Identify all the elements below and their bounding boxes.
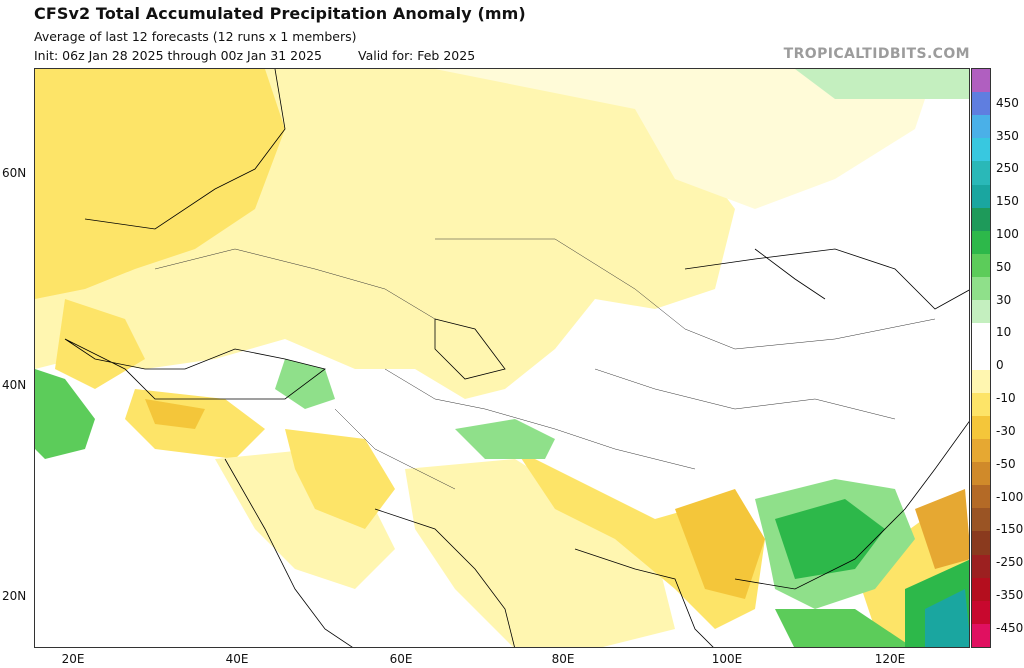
colorbar-swatch [972, 161, 990, 186]
colorbar-label: 450 [996, 95, 1019, 110]
colorbar-swatch [972, 253, 990, 278]
colorbar-label: -250 [996, 555, 1024, 570]
colorbar-swatch [972, 623, 990, 648]
colorbar-swatch [972, 184, 990, 209]
brand-logo: TROPICALTIDBITS.COM [783, 46, 970, 62]
wet-region-south-china-core [775, 499, 885, 579]
wet-region-kashmir [455, 419, 555, 459]
dry-region-taiwan [915, 489, 969, 569]
coastlines [64, 69, 969, 647]
colorbar-swatch [972, 92, 990, 116]
colorbar-label: -100 [996, 489, 1024, 504]
colorbar-swatch [972, 438, 990, 463]
colorbar-swatch [972, 508, 990, 532]
map-fields [35, 69, 969, 647]
dry-region-india [405, 459, 675, 647]
wet-region-east-siberia [795, 69, 969, 99]
colorbar-swatch [972, 554, 990, 579]
colorbar-swatch [972, 392, 990, 417]
valid-text: Valid for: Feb 2025 [357, 48, 476, 63]
wet-region-vietnam [775, 609, 912, 647]
init-text: Init: 06z Jan 28 2025 through 00z Jan 31… [34, 48, 322, 63]
wet-region-philippines-core [925, 589, 969, 647]
colorbar-swatch [972, 485, 990, 509]
colorbar-swatch [972, 300, 990, 324]
lat-tick-60n: 60N [2, 166, 27, 180]
colorbar-label: 10 [996, 325, 1012, 340]
lon-tick-120e: 120E [874, 652, 906, 666]
lon-tick-80e: 80E [551, 652, 575, 666]
colorbar-label: 150 [996, 194, 1019, 209]
colorbar-swatch [972, 369, 990, 394]
map-title: CFSv2 Total Accumulated Precipitation An… [34, 4, 526, 23]
dry-region-himalaya [515, 449, 765, 629]
dry-region-balkans [55, 299, 145, 389]
colorbar-swatch [972, 462, 990, 486]
colorbar-swatch [972, 277, 990, 301]
wet-region-mediterranean [35, 369, 95, 459]
colorbar [971, 68, 991, 648]
colorbar-swatch [972, 577, 990, 602]
map-subtitle: Average of last 12 forecasts (12 runs x … [34, 29, 357, 44]
dry-region-burma [675, 489, 765, 599]
map-init-line: Init: 06z Jan 28 2025 through 00z Jan 31… [34, 48, 475, 63]
colorbar-label: -350 [996, 588, 1024, 603]
colorbar-swatch [972, 600, 990, 625]
lat-tick-40n: 40N [2, 378, 27, 392]
map-panel [34, 68, 970, 648]
colorbar-label: -10 [996, 391, 1016, 406]
colorbar-swatch [972, 323, 990, 347]
colorbar-label: 350 [996, 128, 1019, 143]
colorbar-swatch [972, 531, 990, 555]
colorbar-label: 100 [996, 227, 1019, 241]
dry-region-turkey-core [145, 399, 205, 429]
colorbar-swatch [972, 207, 990, 232]
colorbar-swatch [972, 138, 990, 162]
lon-tick-100e: 100E [711, 652, 743, 666]
lat-tick-20n: 20N [2, 589, 27, 603]
colorbar-label: 30 [996, 292, 1012, 307]
dry-region-siberia [435, 69, 935, 209]
colorbar-label: -30 [996, 423, 1016, 438]
colorbar-label: -150 [996, 522, 1024, 537]
lon-tick-20e: 20E [61, 652, 85, 666]
borders [154, 238, 936, 490]
dry-region-scandinavia [35, 69, 285, 299]
colorbar-swatch [972, 415, 990, 440]
colorbar-label: -450 [996, 620, 1024, 635]
colorbar-label: 50 [996, 259, 1012, 274]
colorbar-swatch [972, 346, 990, 371]
dry-region-iran [285, 429, 395, 529]
lon-tick-40e: 40E [225, 652, 249, 666]
lon-tick-60e: 60E [389, 652, 413, 666]
colorbar-swatch [972, 230, 990, 255]
colorbar-swatch [972, 69, 990, 93]
colorbar-label: 250 [996, 161, 1019, 176]
colorbar-label: -50 [996, 456, 1016, 471]
colorbar-label: 0 [996, 358, 1004, 373]
colorbar-swatch [972, 115, 990, 139]
